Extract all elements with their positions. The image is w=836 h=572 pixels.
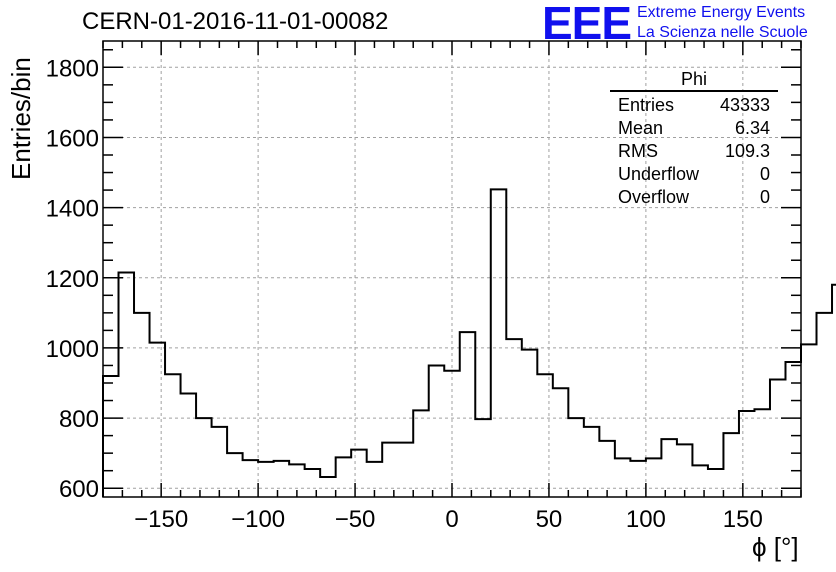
y-tick-label: 1400 [46,196,99,223]
histogram-bin [646,458,662,497]
page-title: CERN-01-2016-11-01-00082 [82,8,389,35]
stats-row-overflow: Overflow 0 [610,186,778,209]
histogram-bin [398,443,414,497]
histogram-bin [568,418,584,497]
y-tick-label: 1000 [46,336,99,363]
histogram-bin [134,313,150,497]
histogram-bin [181,394,197,497]
stats-value: 109.3 [724,141,770,161]
y-tick-label: 1600 [46,125,99,152]
histogram-bin [351,450,367,497]
stats-row-entries: Entries 43333 [610,94,778,117]
x-tick-label: 0 [445,506,458,533]
histogram-bin [770,379,786,497]
stats-label: Entries [618,95,675,115]
histogram-bin [491,189,507,497]
histogram-bin [475,419,491,497]
histogram-bin [615,458,631,497]
logo-subtitle-line2: La Scienza nelle Scuole [637,24,808,41]
histogram-bin [537,374,553,497]
histogram-series-phi [102,188,836,497]
histogram-bin [227,453,243,497]
y-tick-label: 1200 [46,266,99,293]
histogram-bin [785,362,801,497]
histogram-bin [817,313,833,497]
histogram-bin [165,374,181,497]
histogram-bin [754,409,770,497]
histogram-bin [553,388,569,497]
histogram-bin [506,339,522,497]
stats-row-mean: Mean 6.34 [610,117,778,140]
histogram-bin [677,444,693,497]
stats-label: Mean [618,118,664,138]
histogram-bin [336,457,352,497]
histogram-bin [320,477,336,497]
histogram-bin [460,332,476,497]
histogram-bin [150,343,166,497]
histogram-bin [832,285,836,497]
x-tick-label: −100 [231,506,285,533]
stats-value: 0 [759,187,770,207]
histogram-bin [212,427,228,497]
stats-value: 0 [759,164,770,184]
histogram-bin [243,460,259,497]
x-tick-label: 50 [536,506,563,533]
histogram-bin [119,273,135,497]
histogram-bin [708,469,724,497]
stats-row-rms: RMS 109.3 [610,140,778,163]
x-tick-label: 100 [626,506,666,533]
histogram-bin [584,427,600,497]
stats-label: Underflow [618,164,700,184]
y-tick-label: 800 [59,406,99,433]
stats-label: RMS [618,141,658,161]
histogram-bin [661,439,677,497]
x-axis-label: ϕ [°] [752,532,799,562]
histogram-bin [413,410,429,497]
histogram-bin [692,465,708,497]
histogram-bin [382,443,398,497]
histogram-bin [444,371,460,497]
x-tick-label: −150 [134,506,188,533]
histogram-bin [599,441,615,497]
histogram-bin [739,411,755,497]
histogram-bin [522,350,538,497]
y-tick-label: 1800 [46,55,99,82]
stats-box: Phi Entries 43333 Mean 6.34 RMS 109.3 Un… [610,68,778,209]
histogram-bin [274,461,290,497]
histogram-bin [429,365,445,497]
stats-title: Phi [680,69,707,89]
histogram-bin [196,418,212,497]
stats-value: 6.34 [734,118,770,138]
stats-value: 43333 [719,95,770,115]
stats-divider [610,90,778,92]
histogram-bin [305,469,321,497]
histogram-bin [630,461,646,497]
y-tick-label: 600 [59,476,99,503]
y-axis-label: Entries/bin [6,57,36,180]
eee-logo: EEE [542,0,632,49]
histogram-bin [723,433,739,497]
stats-row-underflow: Underflow 0 [610,163,778,186]
histogram-bin [801,344,817,497]
stats-label: Overflow [618,187,690,207]
logo-subtitle-line1: Extreme Energy Events [637,4,806,21]
x-tick-label: 150 [723,506,763,533]
histogram-bin [103,376,119,497]
x-tick-label: −50 [335,506,376,533]
histogram-bin [258,462,274,497]
